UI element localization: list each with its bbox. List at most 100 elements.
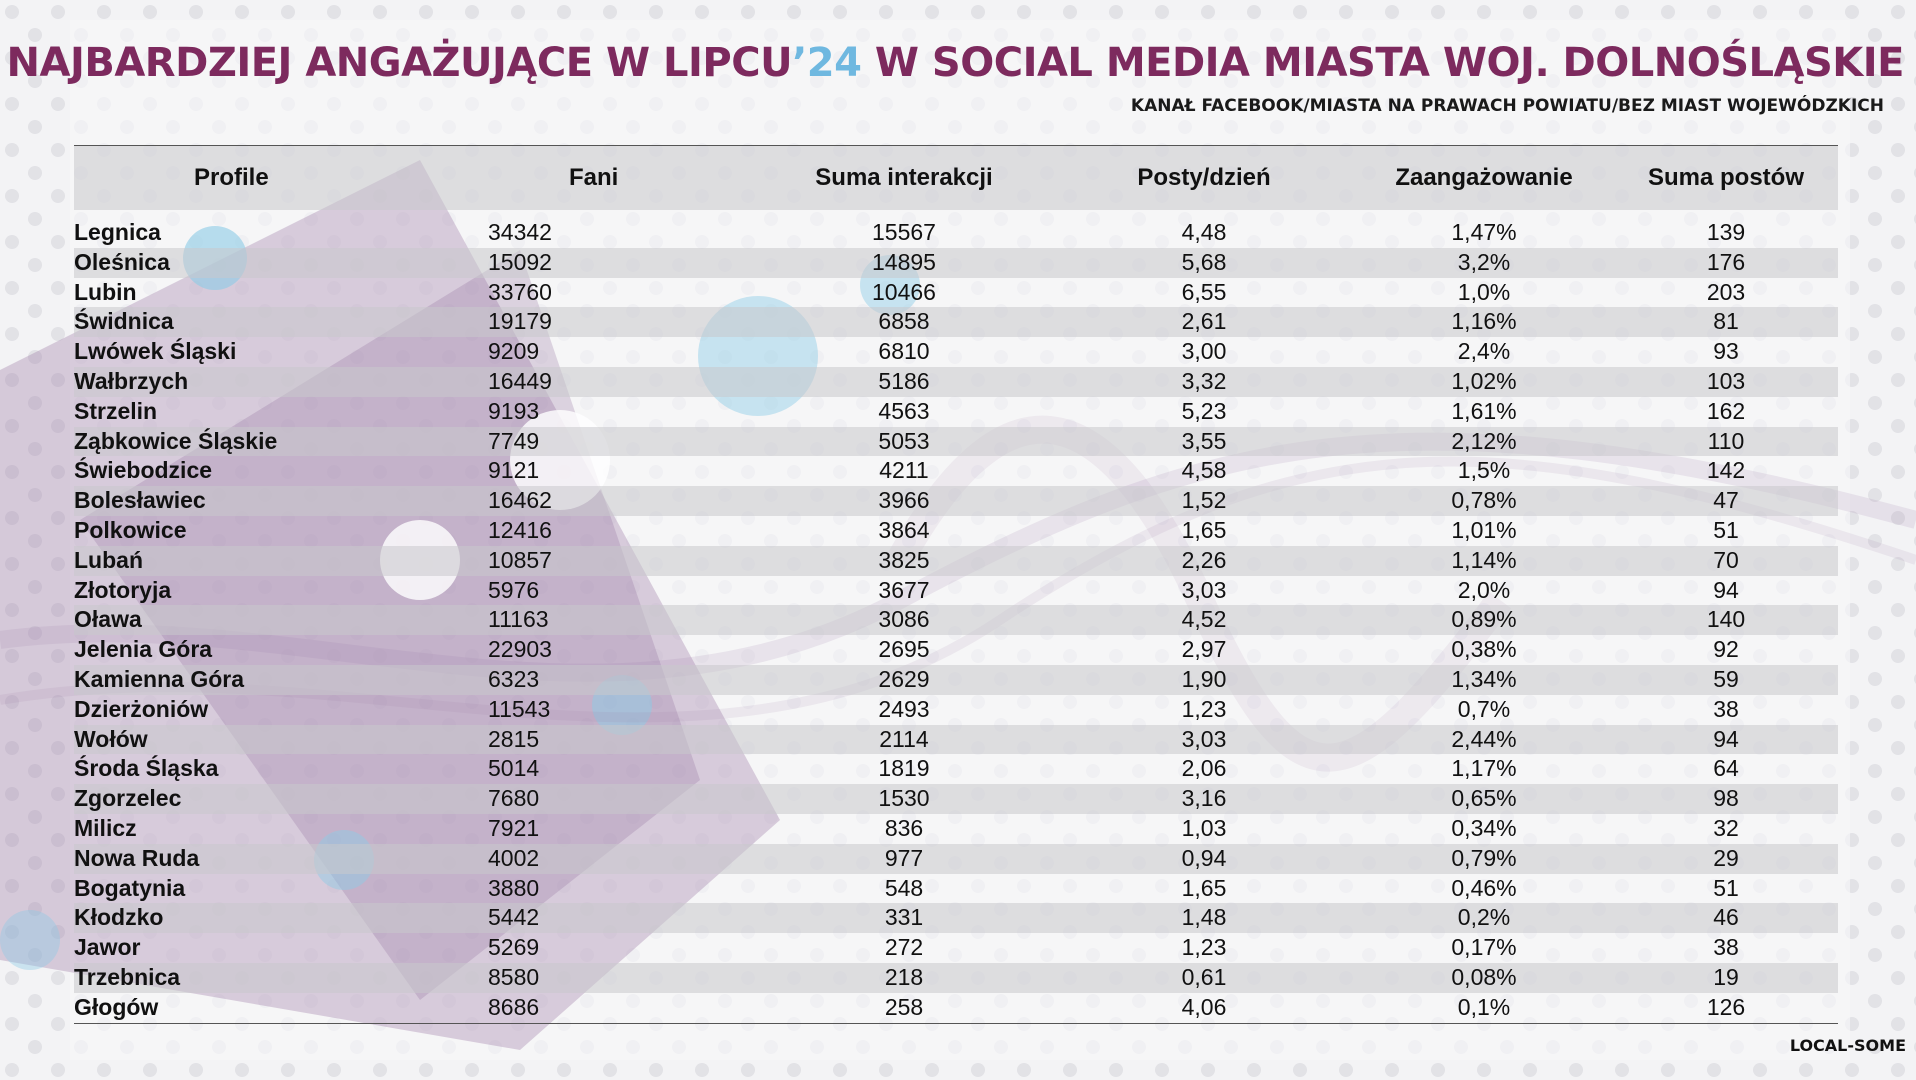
header-zaangazowanie: Zaangażowanie <box>1354 145 1614 210</box>
cell-suma-postow: 176 <box>1614 247 1838 278</box>
cell-zaangazowanie: 3,2% <box>1354 247 1614 278</box>
cell-profile: Dzierżoniów <box>74 695 209 722</box>
cell-posty-dzien: 1,23 <box>1181 695 1227 722</box>
cell-profile: Lubin <box>74 278 137 305</box>
cell-suma-postow: 19 <box>1614 962 1838 993</box>
cell-posty-dzien: 1,48 <box>1054 903 1354 934</box>
cell-suma-interakcji: 3966 <box>754 486 1054 516</box>
cell-profile: Wałbrzych <box>74 366 414 397</box>
cell-profile: Trzebnica <box>74 962 414 993</box>
table-row: Lubin 33760 10466 6,55 1,0% 203 <box>74 278 1838 308</box>
table-row: Wałbrzych 16449 5186 3,32 1,02% 103 <box>74 366 1838 397</box>
cell-zaangazowanie: 0,46% <box>1451 874 1517 901</box>
cell-suma-interakcji: 2695 <box>878 636 930 663</box>
table-row: Świdnica 19179 6858 2,61 1,16% 81 <box>74 307 1838 338</box>
table-row: Głogów 8686 258 4,06 0,1% 126 <box>74 993 1838 1023</box>
table-row: Milicz 7921 836 1,03 0,34% 32 <box>74 814 1838 844</box>
cell-suma-interakcji: 3864 <box>878 516 930 543</box>
cell-suma-interakcji: 548 <box>884 874 924 901</box>
cell-suma-interakcji: 5053 <box>754 426 1054 457</box>
cell-suma-interakcji: 331 <box>754 903 1054 934</box>
cell-posty-dzien: 1,65 <box>1181 516 1227 543</box>
cell-zaangazowanie: 1,47% <box>1451 219 1517 245</box>
cell-suma-postow: 64 <box>1713 755 1739 782</box>
cell-profile: Oleśnica <box>74 247 414 278</box>
cell-fani: 34342 <box>488 219 552 245</box>
table-row: Lwówek Śląski 9209 6810 3,00 2,4% 93 <box>74 337 1838 367</box>
cell-suma-interakcji: 4563 <box>878 397 930 424</box>
cell-suma-interakcji: 1819 <box>878 755 930 782</box>
table-row: Zgorzelec 7680 1530 3,16 0,65% 98 <box>74 784 1838 814</box>
cell-suma-interakcji: 10466 <box>872 278 936 305</box>
cell-profile: Nowa Ruda <box>74 843 414 874</box>
table-row: Kamienna Góra 6323 2629 1,90 1,34% 59 <box>74 664 1838 695</box>
cell-fani: 7921 <box>488 814 540 841</box>
cell-fani: 22903 <box>488 636 552 663</box>
cell-zaangazowanie: 0,08% <box>1354 962 1614 993</box>
cell-posty-dzien: 3,03 <box>1054 724 1354 755</box>
cell-suma-interakcji: 1530 <box>754 784 1054 814</box>
cell-fani: 11543 <box>488 695 551 722</box>
cell-suma-postow: 142 <box>1706 457 1746 484</box>
cell-suma-postow: 47 <box>1614 486 1838 516</box>
table-spacer <box>74 210 1838 218</box>
table-row: Jelenia Góra 22903 2695 2,97 0,38% 92 <box>74 635 1838 665</box>
cell-suma-postow: 38 <box>1713 695 1739 722</box>
cell-posty-dzien: 4,52 <box>1054 605 1354 636</box>
cell-fani: 15092 <box>414 247 754 278</box>
cell-posty-dzien: 3,03 <box>1181 576 1227 603</box>
table-row: Legnica 34342 15567 4,48 1,47% 139 <box>74 218 1838 248</box>
cell-profile: Kłodzko <box>74 903 414 934</box>
cell-zaangazowanie: 2,12% <box>1354 426 1614 457</box>
cell-fani: 5976 <box>488 576 540 603</box>
header-posty-dzien: Posty/dzień <box>1054 145 1354 210</box>
cell-posty-dzien: 1,52 <box>1054 486 1354 516</box>
cell-suma-interakcji: 4211 <box>879 457 929 484</box>
header-fani: Fani <box>414 145 754 210</box>
cell-fani: 9193 <box>488 397 540 424</box>
cell-posty-dzien: 5,23 <box>1181 397 1227 424</box>
cell-profile: Środa Śląska <box>74 755 219 782</box>
table-row: Bolesławiec 16462 3966 1,52 0,78% 47 <box>74 486 1838 516</box>
cell-profile: Świdnica <box>74 307 414 338</box>
table-row: Ząbkowice Śląskie 7749 5053 3,55 2,12% 110 <box>74 426 1838 457</box>
table-row: Trzebnica 8580 218 0,61 0,08% 19 <box>74 962 1838 993</box>
cell-profile: Polkowice <box>74 516 187 543</box>
cell-fani: 6323 <box>414 664 754 695</box>
cell-suma-interakcji: 218 <box>754 962 1054 993</box>
header-suma-postow: Suma postów <box>1614 145 1838 210</box>
cell-profile: Milicz <box>74 814 137 841</box>
cell-profile: Świebodzice <box>74 457 213 484</box>
cell-zaangazowanie: 2,44% <box>1354 724 1614 755</box>
cell-suma-interakcji: 3677 <box>878 576 930 603</box>
cell-posty-dzien: 4,58 <box>1181 457 1227 484</box>
cell-suma-postow: 51 <box>1713 874 1739 901</box>
cell-zaangazowanie: 0,89% <box>1354 605 1614 636</box>
cell-fani: 19179 <box>414 307 754 338</box>
spacer-cell <box>74 210 1838 218</box>
cell-zaangazowanie: 1,14% <box>1354 545 1614 576</box>
cell-zaangazowanie: 0,7% <box>1457 695 1511 722</box>
cell-posty-dzien: 5,68 <box>1054 247 1354 278</box>
cell-suma-postow: 139 <box>1706 219 1746 245</box>
cell-suma-postow: 38 <box>1713 934 1739 961</box>
cell-fani: 7749 <box>414 426 754 457</box>
cell-suma-interakcji: 6858 <box>754 307 1054 338</box>
cell-profile: Strzelin <box>74 397 158 424</box>
cell-fani: 9209 <box>488 338 540 365</box>
cell-profile: Oława <box>74 605 414 636</box>
cell-fani: 16462 <box>414 486 754 516</box>
cell-fani: 5442 <box>414 903 754 934</box>
cell-posty-dzien: 2,61 <box>1054 307 1354 338</box>
header-profile: Profile <box>74 145 414 210</box>
cell-posty-dzien: 1,03 <box>1181 814 1227 841</box>
cell-zaangazowanie: 1,34% <box>1354 664 1614 695</box>
cell-suma-postow: 59 <box>1614 664 1838 695</box>
cell-suma-postow: 203 <box>1706 278 1746 305</box>
cell-suma-interakcji: 2493 <box>878 695 930 722</box>
cell-fani: 9121 <box>488 457 540 484</box>
table-row: Dzierżoniów 11543 2493 1,23 0,7% 38 <box>74 695 1838 725</box>
cell-suma-interakcji: 6810 <box>878 338 930 365</box>
cell-suma-postow: 51 <box>1713 516 1739 543</box>
cell-suma-postow: 94 <box>1713 576 1739 603</box>
